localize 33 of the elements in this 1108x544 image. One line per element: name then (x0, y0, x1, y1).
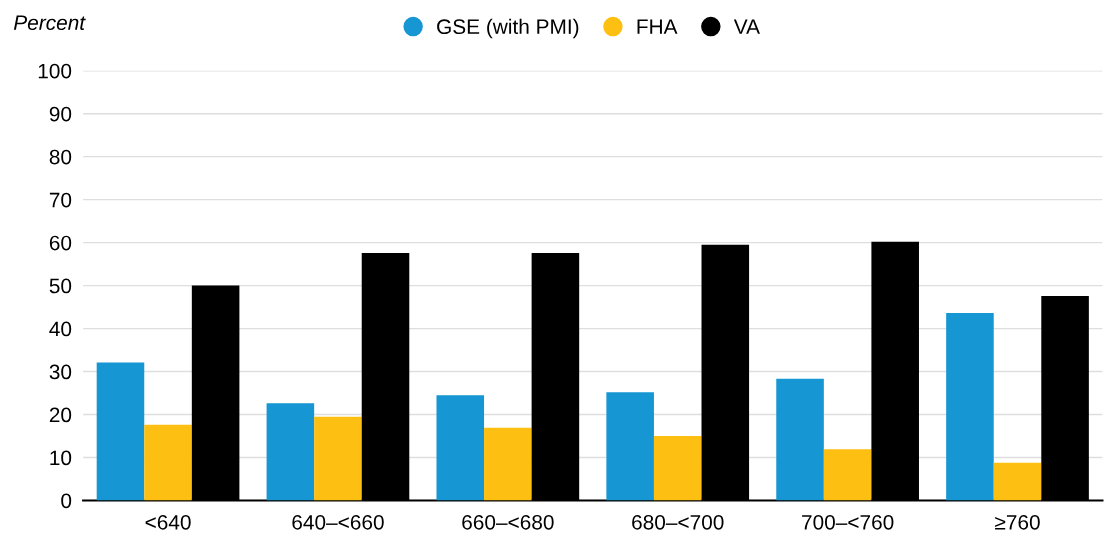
bar (823, 449, 872, 501)
bar (776, 378, 824, 501)
x-tick-label: 660–<680 (462, 514, 554, 530)
y-tick-label: 40 (49, 321, 72, 337)
x-tick-label: 680–<700 (632, 514, 724, 530)
bar (484, 427, 532, 501)
y-tick-label: 60 (49, 235, 72, 251)
y-tick-label: 100 (38, 63, 72, 79)
bar (96, 362, 145, 501)
y-tick-label: 90 (49, 106, 72, 122)
y-tick-label: 0 (61, 493, 72, 509)
y-axis-title: Percent (13, 15, 86, 31)
legend-label: GSE (with PMI) (437, 18, 579, 39)
bar (144, 424, 192, 501)
bar (314, 416, 362, 501)
legend-label: FHA (637, 19, 678, 34)
y-tick-label: 70 (49, 192, 72, 208)
x-tick-label: <640 (145, 514, 191, 530)
y-tick-label: 20 (49, 407, 72, 423)
bar (653, 436, 702, 501)
bar (993, 462, 1042, 501)
bar (266, 403, 315, 501)
legend-label: VA (733, 19, 760, 34)
bar (436, 395, 485, 501)
y-tick-label: 80 (49, 149, 72, 165)
x-tick-label: 700–<760 (802, 514, 894, 530)
y-tick-label: 10 (50, 450, 72, 466)
bar (606, 392, 654, 501)
y-tick-label: 30 (49, 364, 72, 380)
x-tick-label: 640–<660 (292, 514, 384, 530)
x-tick-label: ≥760 (995, 514, 1040, 530)
bar (946, 313, 994, 501)
y-tick-label: 50 (49, 278, 72, 294)
